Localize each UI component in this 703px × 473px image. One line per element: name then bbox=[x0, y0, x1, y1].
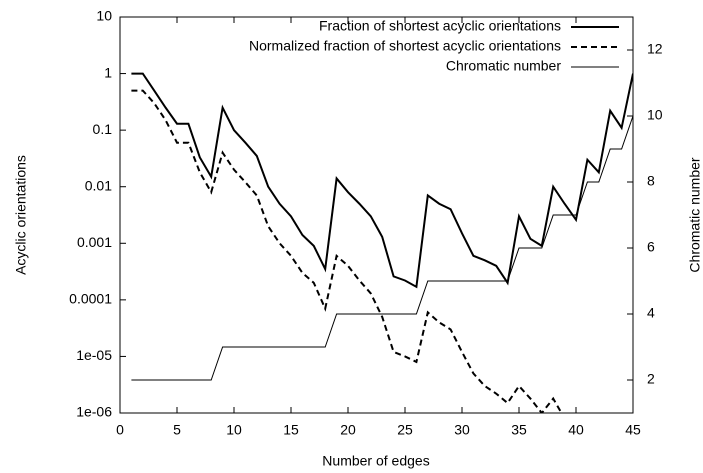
y2-axis-label: Chromatic number bbox=[687, 157, 703, 272]
y-tick-label: 1e-05 bbox=[76, 347, 112, 363]
x-tick-label: 40 bbox=[568, 422, 584, 438]
y-tick-label: 0.001 bbox=[77, 234, 112, 250]
y2-tick-label: 12 bbox=[647, 41, 663, 57]
x-tick-label: 30 bbox=[454, 422, 470, 438]
x-tick-label: 5 bbox=[173, 422, 181, 438]
legend-label: Normalized fraction of shortest acyclic … bbox=[249, 38, 561, 54]
x-tick-label: 45 bbox=[625, 422, 641, 438]
legend-label: Chromatic number bbox=[446, 58, 561, 74]
plot-frame bbox=[119, 16, 634, 414]
y-tick-label: 0.1 bbox=[93, 121, 113, 137]
x-tick-label: 25 bbox=[397, 422, 413, 438]
x-tick-label: 0 bbox=[116, 422, 124, 438]
plot-lines bbox=[131, 72, 633, 413]
x-axis-label: Number of edges bbox=[322, 453, 429, 469]
y2-tick-label: 10 bbox=[647, 107, 663, 123]
x-tick-label: 35 bbox=[511, 422, 527, 438]
y2-tick-label: 4 bbox=[647, 305, 655, 321]
y2-tick-label: 2 bbox=[647, 371, 655, 387]
y-axis-label: Acyclic orientations bbox=[13, 155, 29, 275]
series-line bbox=[131, 89, 563, 413]
y-tick-label: 0.01 bbox=[85, 177, 112, 193]
x-tick-label: 10 bbox=[226, 422, 242, 438]
series-line bbox=[131, 72, 633, 289]
y-tick-label: 1e-06 bbox=[76, 404, 112, 420]
y-tick-label: 1 bbox=[104, 64, 112, 80]
y-tick-label: 0.0001 bbox=[69, 291, 112, 307]
legend-label: Fraction of shortest acyclic orientation… bbox=[319, 18, 561, 34]
y2-tick-label: 8 bbox=[647, 173, 655, 189]
y2-tick-label: 6 bbox=[647, 239, 655, 255]
y-tick-label: 10 bbox=[96, 8, 112, 24]
x-tick-label: 15 bbox=[283, 422, 299, 438]
x-tick-label: 20 bbox=[340, 422, 356, 438]
series-line bbox=[131, 115, 633, 381]
